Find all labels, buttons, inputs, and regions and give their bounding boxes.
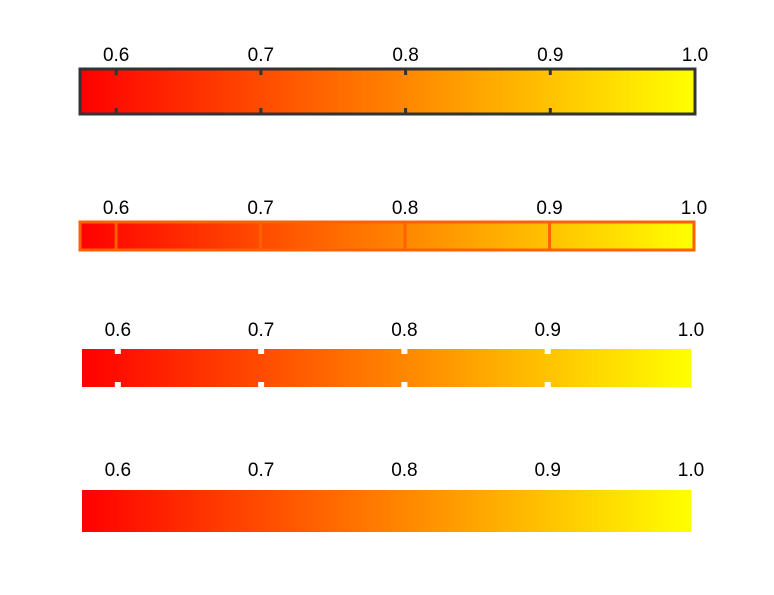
colorbar-4-tick-label-3: 0.9: [534, 460, 560, 481]
colorbar-1-tick-label-4: 1.0: [682, 45, 708, 66]
colorbar-2-tick-label-1: 0.7: [247, 198, 273, 219]
colorbar-1: 0.6 0.7 0.8 0.9 1.0: [78, 45, 708, 116]
colorbar-3-tick-label-2: 0.8: [391, 320, 417, 341]
colorbar-3: 0.6 0.7 0.8 0.9 1.0: [82, 320, 704, 387]
colorbar-2-tick-label-2: 0.8: [392, 198, 418, 219]
colorbar-2-tick-label-3: 0.9: [536, 198, 562, 219]
colorbar-1-tick-label-2: 0.8: [392, 45, 418, 66]
colorbar-2-gradient: [80, 222, 694, 250]
colorbar-2: 0.6 0.7 0.8 0.9 1.0: [78, 198, 707, 252]
colorbar-2-tick-label-0: 0.6: [103, 198, 129, 219]
colorbar-1-tick-label-1: 0.7: [248, 45, 274, 66]
colorbar-3-gradient: [82, 349, 691, 387]
colorbar-1-frame: [78, 67, 697, 116]
colorbar-4-tick-label-1: 0.7: [248, 460, 274, 481]
colorbar-4-gradient: [82, 490, 691, 532]
colorbar-3-tick-label-3: 0.9: [534, 320, 560, 341]
colorbar-2-frame: [78, 220, 696, 252]
colorbar-1-gradient: [80, 69, 695, 114]
colorbar-4: 0.6 0.7 0.8 0.9 1.0: [82, 460, 704, 532]
colorbar-1-tick-label-3: 0.9: [537, 45, 563, 66]
colorbar-2-tick-label-4: 1.0: [681, 198, 707, 219]
colorbar-1-tick-label-0: 0.6: [103, 45, 129, 66]
colorbar-4-tick-label-4: 1.0: [678, 460, 704, 481]
colorbar-4-tick-label-0: 0.6: [105, 460, 131, 481]
colorbar-4-tick-label-2: 0.8: [391, 460, 417, 481]
colorbar-3-tick-label-4: 1.0: [678, 320, 704, 341]
colorbar-3-tick-label-1: 0.7: [248, 320, 274, 341]
colorbar-3-tick-label-0: 0.6: [105, 320, 131, 341]
